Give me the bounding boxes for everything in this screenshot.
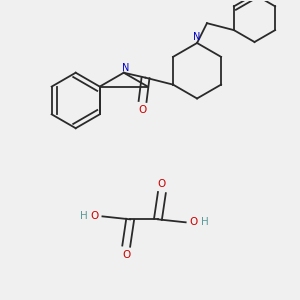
Text: N: N	[122, 63, 129, 73]
Text: O: O	[138, 105, 147, 116]
Text: H: H	[80, 212, 88, 221]
Text: O: O	[158, 179, 166, 189]
Text: N: N	[194, 32, 201, 42]
Text: O: O	[90, 212, 99, 221]
Text: O: O	[122, 250, 130, 260]
Text: O: O	[190, 217, 198, 227]
Text: H: H	[201, 217, 208, 227]
